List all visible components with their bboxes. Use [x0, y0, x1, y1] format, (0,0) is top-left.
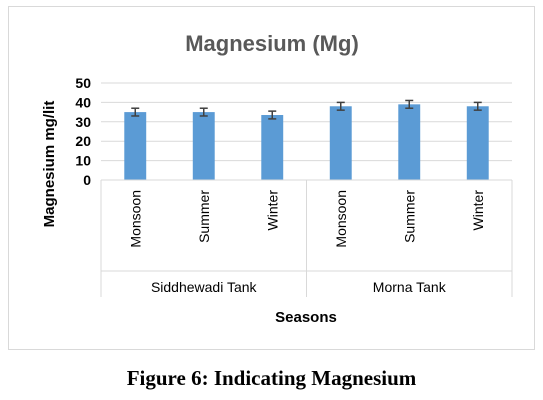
y-tick-label: 40	[75, 94, 91, 110]
chart-frame: Magnesium (Mg) Magnesium mg/lit Seasons …	[8, 6, 535, 350]
y-tick-label: 30	[75, 114, 91, 130]
axes	[100, 179, 513, 297]
x-tick-label: Summer	[196, 190, 212, 243]
tick-labels: 0 10 20 30 40 50 Monsoon Summer Winter Monsoon Sum…	[75, 75, 485, 295]
x-tick-label: Monsoon	[127, 190, 143, 248]
x-tick-label: Monsoon	[333, 190, 349, 248]
bar	[329, 106, 352, 180]
figure-caption: Figure 6: Indicating Magnesium	[126, 366, 417, 390]
gridlines	[101, 82, 512, 162]
bar	[192, 112, 215, 180]
x-tick-label: Winter	[264, 190, 280, 231]
y-tick-label: 0	[83, 172, 91, 188]
bar	[466, 106, 489, 180]
y-tick-label: 10	[75, 153, 91, 169]
bars	[124, 104, 489, 180]
x-axis-label: Seasons	[275, 309, 337, 326]
bar	[398, 104, 421, 180]
x-tick-label: Winter	[470, 190, 486, 231]
chart-title: Magnesium (Mg)	[185, 31, 359, 56]
bar	[124, 112, 147, 180]
y-tick-label: 20	[75, 133, 91, 149]
x-tick-label: Summer	[401, 190, 417, 243]
chart-svg: Magnesium (Mg) Magnesium mg/lit Seasons …	[41, 31, 513, 326]
y-tick-label: 50	[75, 75, 91, 91]
bar	[261, 115, 284, 180]
group-label: Morna Tank	[373, 279, 447, 295]
group-label: Siddhewadi Tank	[151, 279, 258, 295]
y-axis-label: Magnesium mg/lit	[41, 101, 58, 228]
error-bars	[131, 99, 482, 120]
